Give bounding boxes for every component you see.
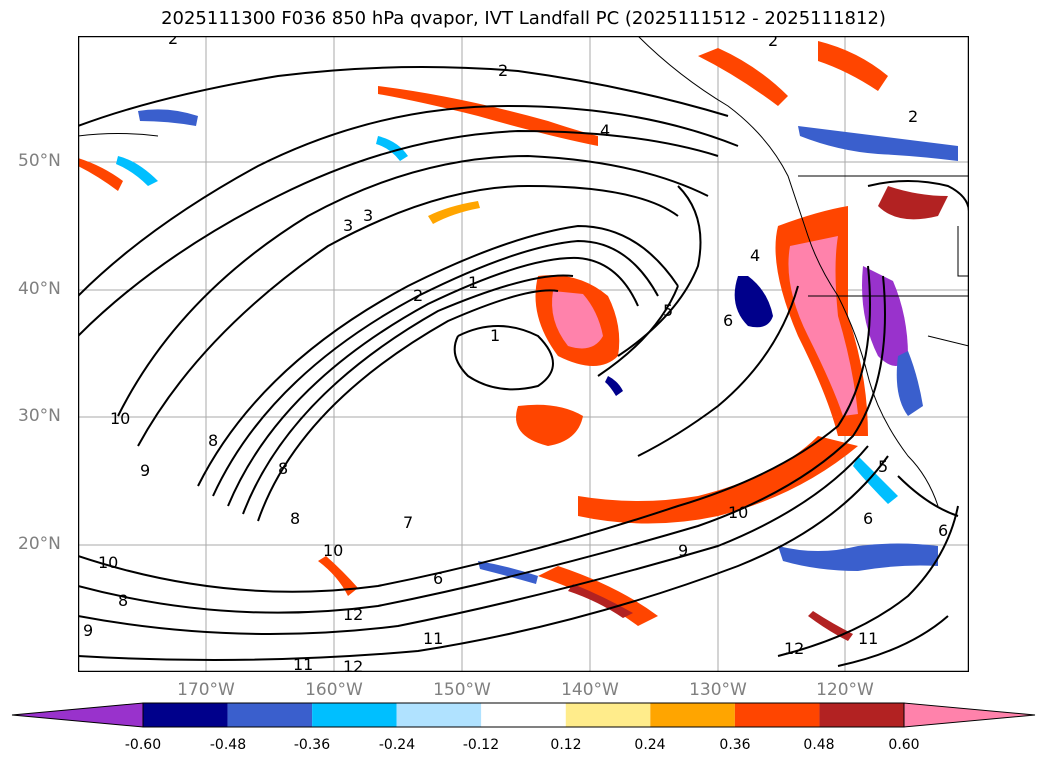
contour-lines	[78, 66, 969, 667]
chart-title: 2025111300 F036 850 hPa qvapor, IVT Land…	[161, 8, 886, 29]
contour-label: 6	[723, 311, 733, 330]
contour-label: 12	[343, 605, 363, 624]
contour-label: 1	[468, 273, 478, 292]
lat-label: 50°N	[18, 151, 61, 171]
colorbar-tick-label: 0.48	[803, 737, 835, 753]
lat-label: 40°N	[18, 279, 61, 299]
contour-label: 4	[750, 246, 760, 265]
colorbar-tick-label: 0.36	[719, 737, 751, 753]
colorbar	[11, 702, 1036, 728]
coastlines	[78, 36, 969, 507]
contour-label: 10	[323, 541, 343, 560]
contour-label: 7	[403, 513, 413, 532]
contour-label: 10	[110, 409, 130, 428]
contour-label: 2	[908, 107, 918, 126]
contour-label: 4	[600, 121, 610, 140]
contour-label: 9	[140, 461, 150, 480]
contour-label: 3	[363, 206, 373, 225]
colorbar-segment	[143, 703, 228, 727]
contour-label: 9	[678, 541, 688, 560]
colorbar-segment	[819, 703, 904, 727]
colorbar-segment	[650, 703, 735, 727]
colorbar-segment	[734, 703, 820, 727]
colorbar-segment	[396, 703, 482, 727]
contour-label: 12	[343, 657, 363, 672]
contour-label: 11	[423, 629, 443, 648]
colorbar-tick-label: 0.12	[550, 737, 582, 753]
lon-label: 160°W	[305, 680, 363, 700]
contour-label: 2	[168, 36, 178, 48]
contour-label: 9	[83, 621, 93, 640]
contour-label: 8	[208, 431, 218, 450]
colorbar-tick-label: -0.36	[293, 737, 331, 753]
contour-label: 2	[498, 61, 508, 80]
colorbar-segment	[312, 703, 397, 727]
lon-label: 120°W	[816, 680, 874, 700]
contour-label: 5	[878, 457, 888, 476]
contour-label: 5	[663, 301, 673, 320]
colorbar-tick-label: -0.60	[124, 737, 162, 753]
contour-label: 8	[290, 509, 300, 528]
lat-label: 20°N	[18, 534, 61, 554]
colorbar-tick-label: -0.24	[378, 737, 416, 753]
contour-label: 11	[858, 629, 878, 648]
lon-label: 140°W	[561, 680, 619, 700]
contour-label: 3	[343, 216, 353, 235]
contour-label: 8	[278, 459, 288, 478]
contour-labels: 2 2 2 2 4 3 3 2 1 1 5 6 4 10 9 8 10 10 8…	[83, 36, 948, 672]
contour-label: 11	[293, 655, 313, 672]
contour-label: 8	[118, 591, 128, 610]
colorbar-tick-label: 0.60	[888, 737, 920, 753]
lon-label: 150°W	[433, 680, 491, 700]
colorbar-segment	[565, 703, 651, 727]
contour-label: 2	[768, 36, 778, 50]
colorbar-segment	[481, 703, 566, 727]
colorbar-tick-label: -0.48	[209, 737, 247, 753]
contour-label: 6	[863, 509, 873, 528]
contour-label: 12	[784, 639, 804, 658]
contour-label: 1	[490, 326, 500, 345]
contour-label: 6	[433, 569, 443, 588]
contour-label: 2	[413, 286, 423, 305]
colorbar-outline	[142, 702, 905, 728]
colorbar-segment	[227, 703, 313, 727]
map-panel: 2 2 2 2 4 3 3 2 1 1 5 6 4 10 9 8 10 10 8…	[78, 36, 969, 672]
contour-label: 6	[938, 521, 948, 540]
lon-label: 170°W	[177, 680, 235, 700]
lon-label: 130°W	[689, 680, 747, 700]
colorbar-extend-high	[903, 702, 1036, 728]
contour-label: 10	[98, 553, 118, 572]
lat-label: 30°N	[18, 406, 61, 426]
map-border	[78, 36, 969, 672]
colorbar-tick-label: -0.12	[462, 737, 500, 753]
contour-label: 10	[728, 503, 748, 522]
colorbar-extend-low	[11, 702, 144, 728]
colorbar-tick-label: 0.24	[634, 737, 666, 753]
